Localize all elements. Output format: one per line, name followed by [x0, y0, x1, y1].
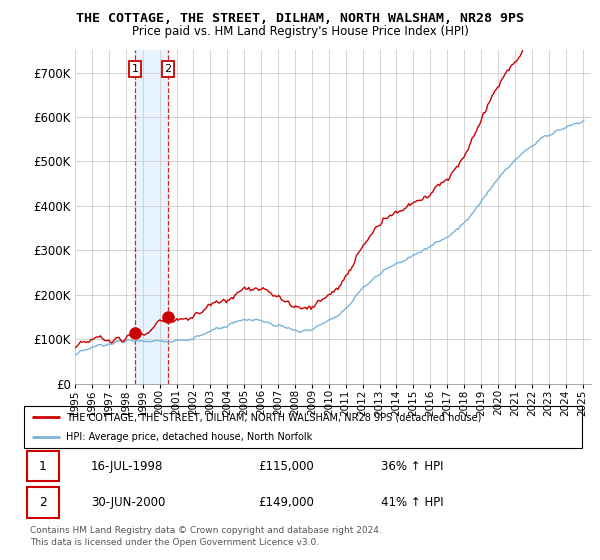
Text: 1: 1	[39, 460, 47, 473]
Text: Contains HM Land Registry data © Crown copyright and database right 2024.
This d: Contains HM Land Registry data © Crown c…	[30, 526, 382, 547]
Text: HPI: Average price, detached house, North Norfolk: HPI: Average price, detached house, Nort…	[66, 432, 312, 442]
Bar	[135, 50, 168, 384]
Text: 2: 2	[164, 64, 172, 74]
Text: Price paid vs. HM Land Registry's House Price Index (HPI): Price paid vs. HM Land Registry's House …	[131, 25, 469, 38]
Text: 36% ↑ HPI: 36% ↑ HPI	[381, 460, 443, 473]
Text: THE COTTAGE, THE STREET, DILHAM, NORTH WALSHAM, NR28 9PS (detached house): THE COTTAGE, THE STREET, DILHAM, NORTH W…	[66, 412, 481, 422]
Bar	[27, 451, 59, 482]
Text: 30-JUN-2000: 30-JUN-2000	[91, 496, 166, 509]
Text: 1: 1	[131, 64, 139, 74]
Text: £115,000: £115,000	[259, 460, 314, 473]
Text: £149,000: £149,000	[259, 496, 314, 509]
Text: 16-JUL-1998: 16-JUL-1998	[91, 460, 163, 473]
Text: 2: 2	[39, 496, 47, 509]
Text: 41% ↑ HPI: 41% ↑ HPI	[381, 496, 444, 509]
Text: THE COTTAGE, THE STREET, DILHAM, NORTH WALSHAM, NR28 9PS: THE COTTAGE, THE STREET, DILHAM, NORTH W…	[76, 12, 524, 25]
Bar	[27, 487, 59, 518]
